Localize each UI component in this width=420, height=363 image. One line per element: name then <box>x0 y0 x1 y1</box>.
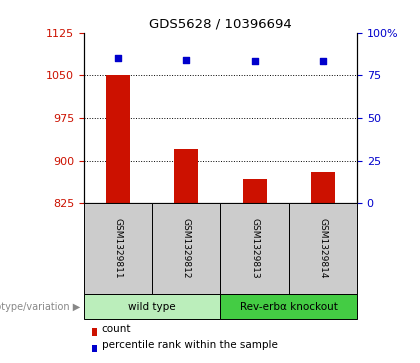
Bar <box>106 75 130 203</box>
Text: GSM1329812: GSM1329812 <box>182 219 191 279</box>
Text: GSM1329813: GSM1329813 <box>250 218 259 279</box>
Text: genotype/variation ▶: genotype/variation ▶ <box>0 302 80 312</box>
Text: count: count <box>102 324 131 334</box>
Bar <box>243 179 267 203</box>
Text: GSM1329814: GSM1329814 <box>318 219 327 279</box>
Point <box>115 55 121 61</box>
Text: wild type: wild type <box>129 302 176 312</box>
Point <box>320 58 326 64</box>
Title: GDS5628 / 10396694: GDS5628 / 10396694 <box>149 17 292 30</box>
Text: Rev-erbα knockout: Rev-erbα knockout <box>240 302 338 312</box>
Point <box>251 58 258 64</box>
Text: percentile rank within the sample: percentile rank within the sample <box>102 340 278 350</box>
Bar <box>311 172 335 203</box>
Point <box>183 57 190 63</box>
Bar <box>174 149 198 203</box>
Text: GSM1329811: GSM1329811 <box>114 218 123 279</box>
